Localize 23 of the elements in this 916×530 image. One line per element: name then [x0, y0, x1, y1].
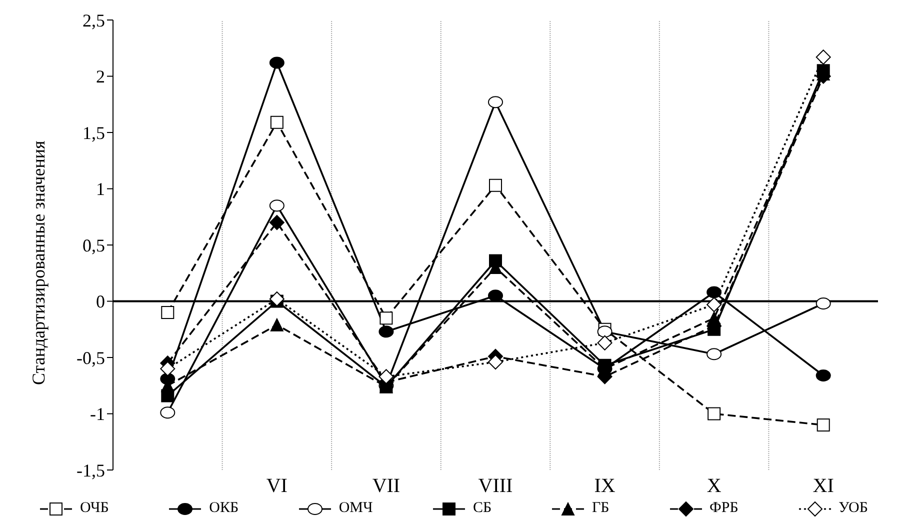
y-axis-title: Стандартизированные значения [28, 140, 48, 385]
legend-label: УОБ [838, 500, 868, 517]
legend-label: ГБ [592, 500, 610, 517]
y-tick-label: 0,5 [82, 235, 105, 256]
y-tick-label: 0 [96, 292, 105, 312]
x-tick-label: VII [372, 475, 400, 498]
y-tick-label: -0,5 [76, 348, 105, 368]
y-tick-label: -1 [90, 404, 105, 424]
x-tick-label: XI [812, 475, 834, 498]
y-tick-label: -1,5 [76, 460, 105, 480]
x-tick-label: X [706, 475, 722, 498]
y-tick-label: 1 [96, 179, 105, 200]
x-tick-label: VI [266, 475, 288, 498]
y-tick-label: 2,5 [82, 10, 105, 30]
legend-label: ОЧБ [80, 500, 109, 517]
legend-label: СБ [473, 500, 492, 517]
y-tick-label: 2 [96, 66, 105, 87]
legend-label: ФРБ [710, 500, 738, 517]
y-tick-label: 1,5 [82, 122, 105, 143]
x-tick-label: IX [594, 475, 616, 498]
legend-label: ОКБ [209, 500, 239, 517]
legend-label: ОМЧ [338, 500, 373, 517]
x-tick-label: VIII [478, 475, 513, 498]
